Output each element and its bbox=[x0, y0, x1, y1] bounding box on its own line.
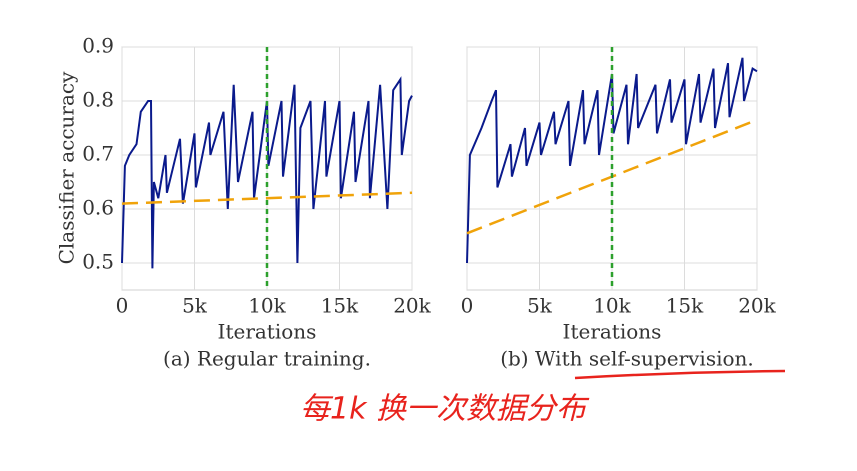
y-tick-label: 0.9 bbox=[82, 34, 114, 58]
x-tick-label: 10k bbox=[248, 294, 286, 318]
x-tick-label: 0 bbox=[461, 294, 474, 318]
x-tick-label: 0 bbox=[116, 294, 129, 318]
hand-annotation: 每1k 换一次数据分布 bbox=[300, 392, 590, 427]
x-tick-label: 5k bbox=[527, 294, 553, 318]
x-tick-label: 20k bbox=[393, 294, 431, 318]
x-tick-label: 10k bbox=[593, 294, 631, 318]
x-tick-label: 5k bbox=[182, 294, 208, 318]
y-tick-label: 0.5 bbox=[82, 250, 114, 274]
caption: (a) Regular training. bbox=[163, 347, 371, 371]
x-axis-label: Iterations bbox=[563, 320, 662, 344]
y-tick-label: 0.8 bbox=[82, 88, 114, 112]
x-tick-label: 15k bbox=[321, 294, 359, 318]
x-axis-label: Iterations bbox=[218, 320, 317, 344]
y-tick-label: 0.7 bbox=[82, 142, 114, 166]
hand-underline bbox=[574, 369, 786, 380]
x-tick-label: 20k bbox=[738, 294, 776, 318]
y-tick-label: 0.6 bbox=[82, 196, 114, 220]
y-axis-label: Classifier accuracy bbox=[55, 71, 79, 265]
x-tick-label: 15k bbox=[666, 294, 704, 318]
caption: (b) With self-supervision. bbox=[500, 347, 754, 371]
trend-line bbox=[121, 191, 413, 205]
accuracy-line bbox=[121, 76, 413, 269]
